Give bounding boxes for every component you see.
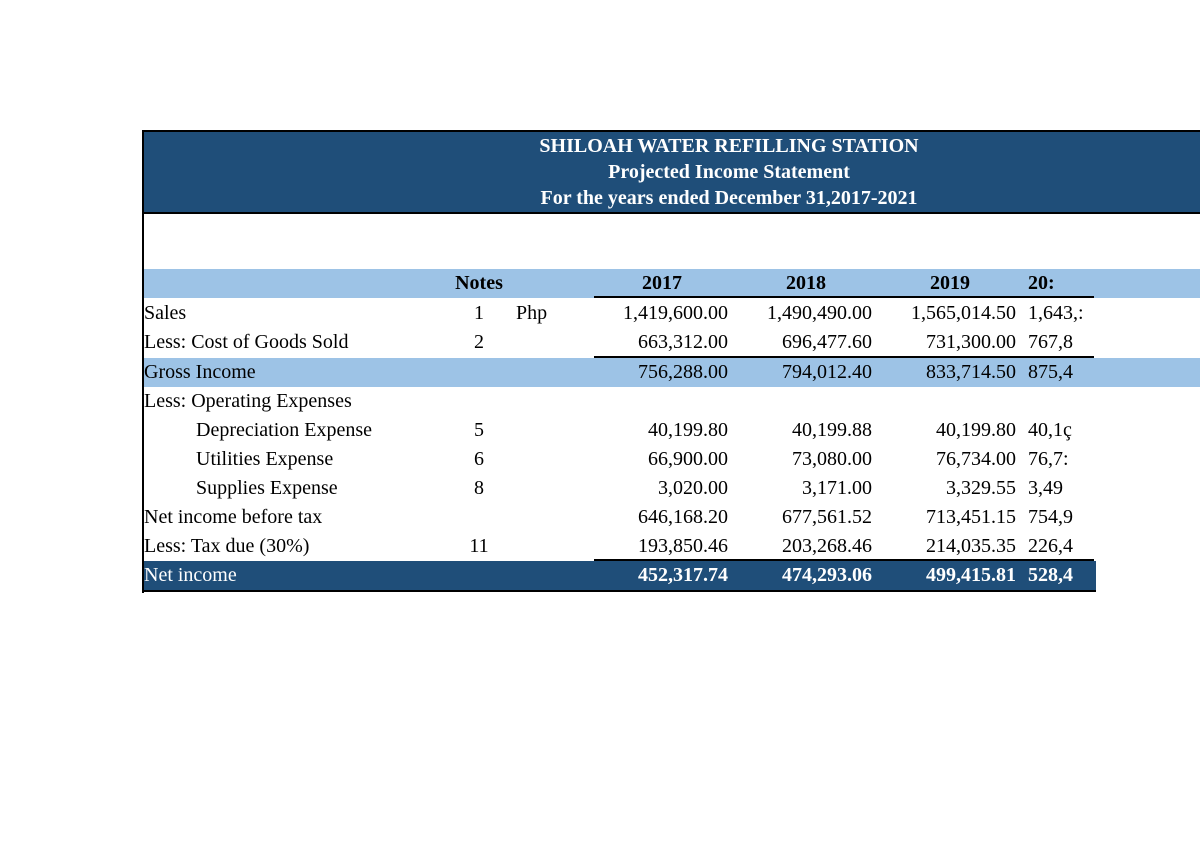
- row-label: Depreciation Expense: [196, 419, 373, 441]
- value-cell: 833,714.50: [926, 361, 1016, 383]
- net-rule: [594, 559, 1094, 561]
- column-header-row: Notes 2017 2018 2019 20:: [144, 269, 1200, 298]
- statement-period: For the years ended December 31,2017-202…: [540, 187, 918, 209]
- table-row: Gross Income 756,288.00 794,012.40 833,7…: [144, 358, 1200, 387]
- value-cell: 731,300.00: [926, 331, 1016, 353]
- value-cell: 663,312.00: [638, 331, 728, 353]
- row-label: Gross Income: [144, 361, 256, 383]
- value-cell: 226,4: [1028, 535, 1073, 557]
- value-cell: 1,490,490.00: [767, 302, 872, 324]
- value-cell: 76,7:: [1028, 448, 1069, 470]
- value-cell: 499,415.81: [926, 564, 1016, 586]
- value-cell: 452,317.74: [638, 564, 728, 586]
- value-cell: 677,561.52: [782, 506, 872, 528]
- gross-rule: [594, 356, 1094, 358]
- row-label: Supplies Expense: [196, 477, 338, 499]
- row-label: Net income: [144, 564, 237, 586]
- value-cell: 713,451.15: [926, 506, 1016, 528]
- value-cell: 3,020.00: [658, 477, 728, 499]
- notes-header: Notes: [455, 272, 503, 294]
- row-label: Less: Cost of Goods Sold: [144, 331, 349, 353]
- value-cell: 3,171.00: [802, 477, 872, 499]
- header-underline: [594, 296, 1094, 298]
- value-cell: 528,4: [1028, 564, 1073, 586]
- value-cell: 474,293.06: [782, 564, 872, 586]
- row-label: Less: Operating Expenses: [144, 390, 352, 412]
- note-ref: 5: [474, 419, 484, 441]
- table-row: Less: Cost of Goods Sold 2 663,312.00 69…: [144, 328, 1200, 357]
- value-cell: 1,643,:: [1028, 302, 1084, 324]
- note-ref: 2: [474, 331, 484, 353]
- value-cell: 646,168.20: [638, 506, 728, 528]
- value-cell: 73,080.00: [792, 448, 872, 470]
- value-cell: 3,329.55: [946, 477, 1016, 499]
- row-label: Less: Tax due (30%): [144, 535, 310, 557]
- table-row: Less: Tax due (30%) 11 193,850.46 203,26…: [144, 532, 1200, 561]
- value-cell: 1,419,600.00: [623, 302, 728, 324]
- value-cell: 875,4: [1028, 361, 1073, 383]
- statement-header: SHILOAH WATER REFILLING STATION Projecte…: [142, 130, 1200, 214]
- year-header-2020: 20:: [1028, 272, 1055, 294]
- value-cell: 756,288.00: [638, 361, 728, 383]
- statement-title: Projected Income Statement: [608, 161, 850, 183]
- left-border: [142, 214, 144, 593]
- table-row: Net income before tax 646,168.20 677,561…: [144, 503, 1200, 532]
- table-row: Sales 1 Php 1,419,600.00 1,490,490.00 1,…: [144, 299, 1200, 328]
- value-cell: 3,49: [1028, 477, 1063, 499]
- table-row: Supplies Expense 8 3,020.00 3,171.00 3,3…: [144, 474, 1200, 503]
- value-cell: 203,268.46: [782, 535, 872, 557]
- value-cell: 794,012.40: [782, 361, 872, 383]
- income-statement-sheet: SHILOAH WATER REFILLING STATION Projecte…: [142, 130, 1200, 593]
- clipped-area: [1096, 561, 1200, 590]
- bottom-border: [142, 590, 1096, 592]
- table-row: Less: Operating Expenses: [144, 387, 1200, 416]
- value-cell: 40,199.88: [792, 419, 872, 441]
- company-name: SHILOAH WATER REFILLING STATION: [539, 135, 919, 157]
- value-cell: 754,9: [1028, 506, 1073, 528]
- value-cell: 40,199.80: [648, 419, 728, 441]
- currency-label: Php: [516, 302, 548, 324]
- net-income-row: Net income 452,317.74 474,293.06 499,415…: [144, 561, 1200, 590]
- value-cell: 66,900.00: [648, 448, 728, 470]
- value-cell: 40,1ç: [1028, 419, 1072, 441]
- value-cell: 696,477.60: [782, 331, 872, 353]
- value-cell: 76,734.00: [936, 448, 1016, 470]
- note-ref: 6: [474, 448, 484, 470]
- row-label: Utilities Expense: [196, 448, 334, 470]
- note-ref: 11: [469, 535, 489, 557]
- value-cell: 767,8: [1028, 331, 1073, 353]
- table-row: Utilities Expense 6 66,900.00 73,080.00 …: [144, 445, 1200, 474]
- row-label: Sales: [144, 302, 187, 324]
- note-ref: 1: [474, 302, 484, 324]
- year-header-2018: 2018: [786, 272, 826, 294]
- table-row: Depreciation Expense 5 40,199.80 40,199.…: [144, 416, 1200, 445]
- value-cell: 214,035.35: [926, 535, 1016, 557]
- row-label: Net income before tax: [144, 506, 323, 528]
- value-cell: 40,199.80: [936, 419, 1016, 441]
- value-cell: 1,565,014.50: [911, 302, 1016, 324]
- note-ref: 8: [474, 477, 484, 499]
- value-cell: 193,850.46: [638, 535, 728, 557]
- year-header-2017: 2017: [642, 272, 682, 294]
- year-header-2019: 2019: [930, 272, 970, 294]
